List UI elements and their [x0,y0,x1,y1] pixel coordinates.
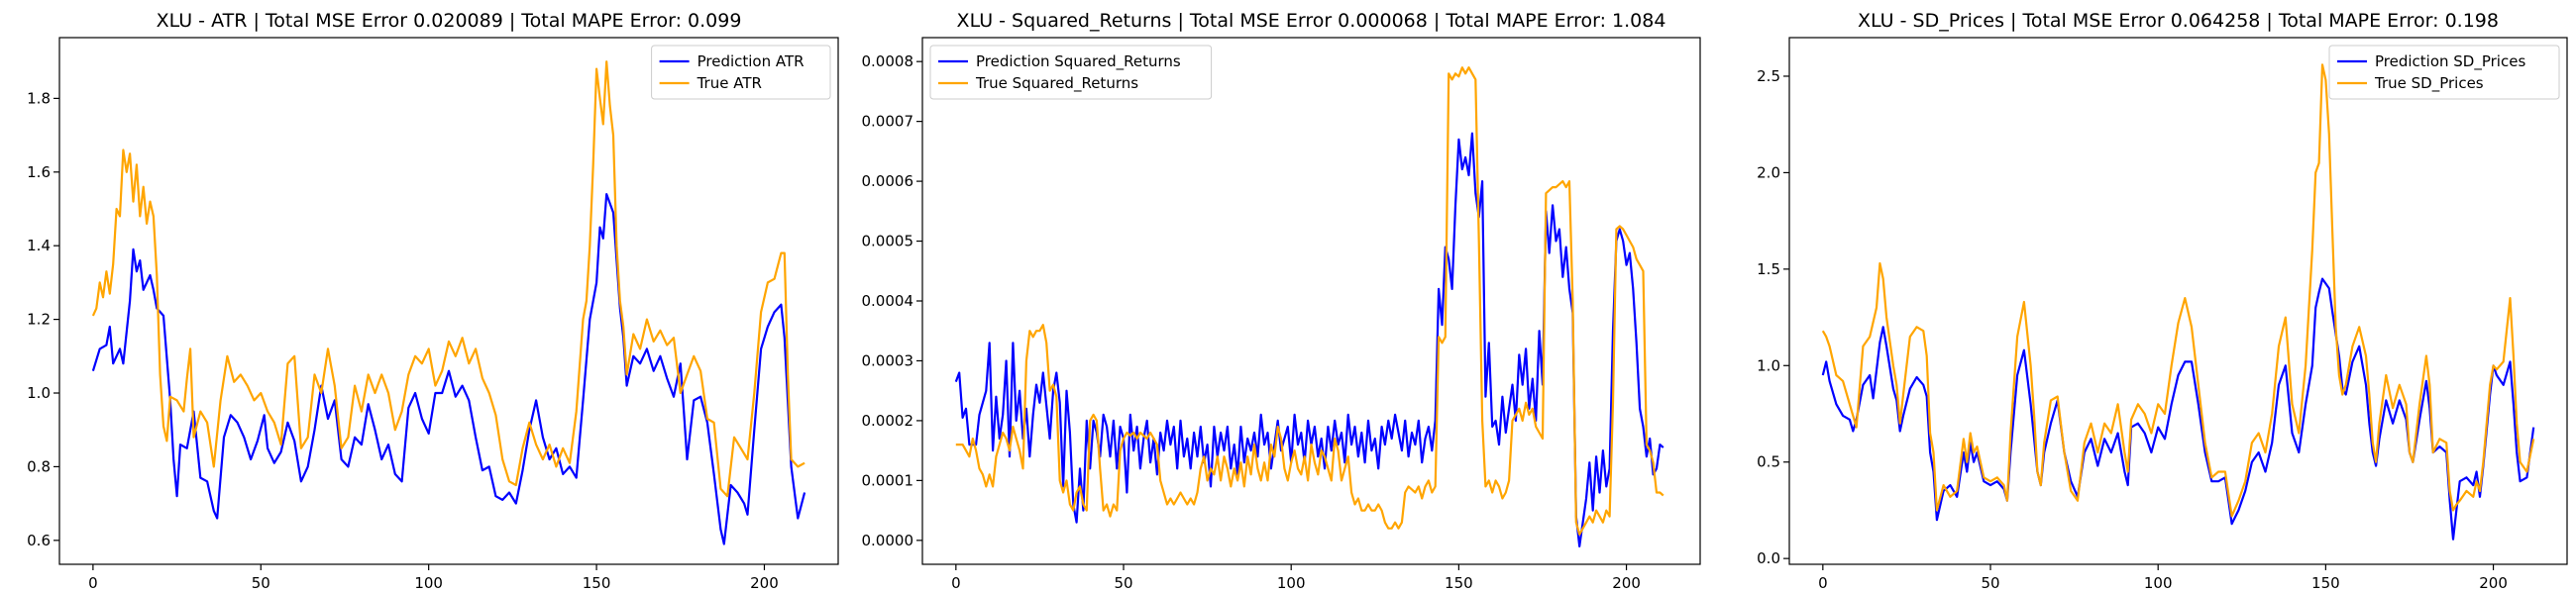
squared-returns-series-line-true [955,66,1664,536]
sd-prices-subplot-title: XLU - SD_Prices | Total MSE Error 0.0642… [1858,10,2499,32]
atr-x-tick-label: 200 [750,574,779,592]
sd-prices-x-tick-label: 0 [1818,574,1828,592]
sd-prices-y-tick-label: 2.5 [1757,67,1780,85]
atr-x-tick-label: 150 [583,574,611,592]
sd-prices-legend: Prediction SD_Prices True SD_Prices [2328,45,2560,100]
squared-returns-y-tick-label: 0.0006 [862,172,914,190]
squared-returns-x-tick-label: 0 [951,574,961,592]
sd-prices-legend-box [2328,45,2560,100]
atr-axes-frame [58,37,839,565]
atr-series-line-true [91,60,805,498]
squared-returns-y-tick-label: 0.0003 [862,351,914,369]
sd-prices-legend-label: True SD_Prices [2374,74,2484,93]
squared-returns-x-tick-label: 200 [1612,574,1641,592]
atr-legend-label: Prediction ATR [698,52,805,70]
squared-returns-legend-label: Prediction Squared_Returns [976,52,1181,71]
atr-y-tick-label: 1.2 [27,311,51,329]
squared-returns-legend: Prediction Squared_Returns True Squared_R… [929,45,1213,100]
atr-y-tick-label: 0.8 [27,457,51,475]
squared-returns-x-tick-label: 100 [1277,574,1306,592]
squared-returns-x-tick-label: 50 [1114,574,1132,592]
atr-x-tick-label: 50 [252,574,270,592]
squared-returns-y-tick-label: 0.0008 [862,52,914,70]
sd-prices-legend-label: Prediction SD_Prices [2375,52,2525,71]
sd-prices-y-tick-label: 1.5 [1757,260,1780,278]
atr-x-tick-label: 0 [88,574,98,592]
sd-prices-x-tick-label: 50 [1981,574,1999,592]
squared-returns-y-tick-label: 0.0002 [862,412,914,430]
squared-returns-subplot: XLU - Squared_Returns | Total MSE Error … [862,10,1701,592]
sd-prices-x-tick-label: 100 [2144,574,2173,592]
atr-y-tick-label: 1.8 [27,89,51,107]
atr-plot-area: 0 50 100 150 200 0.6 0.8 1.0 1.2 1.4 1.6 1.8 [27,37,839,592]
atr-y-tick-label: 0.6 [27,532,51,549]
sd-prices-subplot: XLU - SD_Prices | Total MSE Error 0.0642… [1757,10,2568,592]
sd-prices-x-tick-label: 150 [2311,574,2340,592]
atr-legend-box [651,45,831,100]
atr-x-tick-label: 100 [414,574,443,592]
squared-returns-y-tick-label: 0.0007 [862,113,914,131]
atr-series-line-prediction [91,193,806,545]
sd-prices-y-tick-label: 1.0 [1757,356,1780,374]
sd-prices-x-tick-label: 200 [2479,574,2508,592]
atr-legend: Prediction ATR True ATR [651,45,831,100]
squared-returns-y-tick-label: 0.0001 [862,471,914,489]
atr-y-tick-label: 1.6 [27,163,51,181]
sd-prices-series-line-true [1821,63,2535,518]
sd-prices-axes-frame [1788,37,2568,565]
atr-y-tick-label: 1.4 [27,237,51,254]
sd-prices-y-tick-label: 2.0 [1757,163,1780,181]
atr-y-tick-label: 1.0 [27,384,51,402]
squared-returns-legend-box [929,45,1213,100]
squared-returns-plot-area: 0 50 100 150 200 0.0000 0.0001 0.0002 0.0003 0.00… [862,37,1701,592]
squared-returns-y-tick-label: 0.0000 [862,532,914,549]
atr-subplot-title: XLU - ATR | Total MSE Error 0.020089 | T… [157,10,742,32]
squared-returns-x-tick-label: 150 [1445,574,1473,592]
sd-prices-y-tick-label: 0.0 [1757,549,1780,567]
squared-returns-y-tick-label: 0.0004 [862,292,914,310]
sd-prices-y-tick-label: 0.5 [1757,453,1780,471]
atr-legend-label: True ATR [697,74,762,92]
atr-subplot: XLU - ATR | Total MSE Error 0.020089 | T… [27,10,839,592]
squared-returns-y-tick-label: 0.0005 [862,233,914,250]
sd-prices-plot-area: 0 50 100 150 200 0.0 0.5 1.0 1.5 2.0 2.5 [1757,37,2568,592]
squared-returns-subplot-title: XLU - Squared_Returns | Total MSE Error … [957,10,1666,32]
squared-returns-legend-label: True Squared_Returns [975,74,1138,93]
